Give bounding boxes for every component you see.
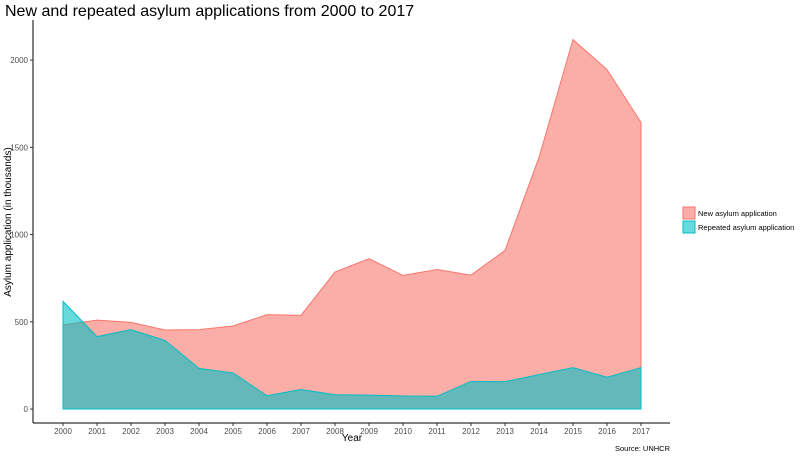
x-tick-label: 2011 [428, 427, 446, 436]
y-tick-label: 500 [15, 318, 29, 327]
x-tick-label: 2005 [224, 427, 242, 436]
y-axis-title: Asylum application (in thousands) [3, 147, 14, 297]
y-axis-ticks: 0 500 1000 1500 2000 [10, 56, 33, 414]
legend-label-0: New asylum application [698, 209, 777, 218]
legend: New asylum application Repeated asylum ap… [682, 206, 794, 234]
x-tick-label: 2009 [360, 427, 378, 436]
series-area-0 [62, 38, 642, 410]
x-tick-label: 2004 [190, 427, 208, 436]
x-tick-label: 2012 [462, 427, 480, 436]
x-tick-label: 2014 [530, 427, 548, 436]
legend-label-1: Repeated asylum application [698, 223, 794, 232]
y-tick-label: 2000 [10, 56, 28, 65]
legend-key-0 [682, 206, 696, 220]
x-tick-label: 2015 [564, 427, 582, 436]
x-tick-label: 2010 [394, 427, 412, 436]
x-axis-ticks: 2000 2001 2002 2003 2004 2005 2006 2007 2008 2009… [54, 423, 650, 436]
x-tick-label: 2017 [632, 427, 650, 436]
x-tick-label: 2016 [598, 427, 616, 436]
x-tick-label: 2000 [54, 427, 72, 436]
y-tick-label: 1000 [10, 231, 28, 240]
x-tick-label: 2006 [258, 427, 276, 436]
x-tick-label: 2008 [326, 427, 344, 436]
x-tick-label: 2003 [156, 427, 174, 436]
series-area-1 [62, 300, 642, 410]
y-tick-label: 1500 [10, 143, 28, 152]
x-tick-label: 2007 [292, 427, 310, 436]
x-tick-label: 2002 [122, 427, 140, 436]
y-tick-label: 0 [24, 405, 29, 414]
source-caption: Source: UNHCR [615, 444, 671, 453]
x-axis-title: Year [342, 433, 363, 444]
x-tick-label: 2001 [88, 427, 106, 436]
chart-areas [62, 38, 642, 410]
x-tick-label: 2013 [496, 427, 514, 436]
chart-title: New and repeated asylum applications fro… [5, 3, 414, 20]
legend-key-1 [682, 220, 696, 234]
